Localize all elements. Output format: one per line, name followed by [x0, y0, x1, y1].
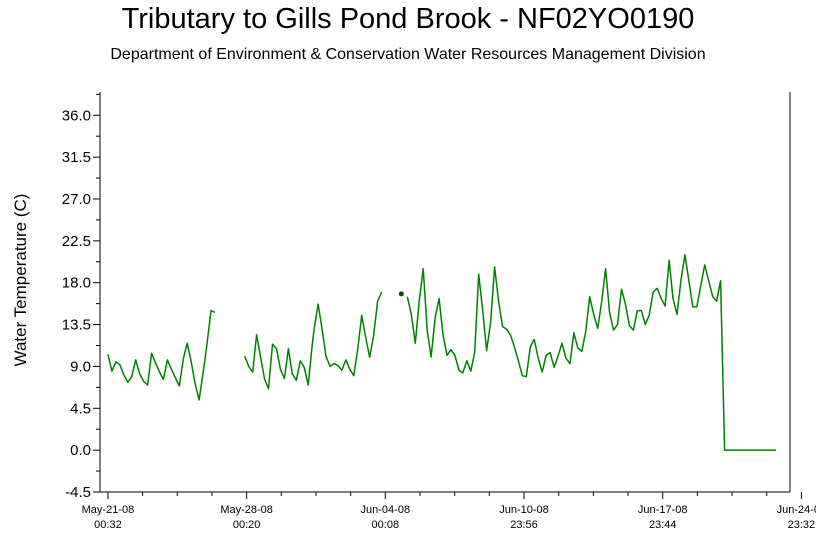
series-line-segment	[107, 309, 216, 401]
plot-area	[107, 254, 777, 451]
x-tick-label-time: 23:56	[510, 519, 538, 531]
y-tick-label: -4.5	[65, 484, 91, 501]
y-tick-label: 13.5	[62, 317, 91, 334]
y-tick-label: 0.0	[70, 442, 91, 459]
x-tick-label-time: 23:32	[788, 519, 816, 531]
chart-subtitle: Department of Environment & Conservation…	[110, 46, 706, 63]
x-tick-label-time: 23:44	[649, 519, 677, 531]
y-axis-label: Water Temperature (C)	[11, 194, 30, 367]
x-tick-label-time: 00:20	[233, 519, 261, 531]
x-tick-label-date: Jun-17-08	[638, 504, 688, 516]
x-tick-label-date: Jun-04-08	[361, 504, 411, 516]
chart-axes: 36.0 31.5 27.0 22.5 18.0 13.5 9.0 4.5 0.0 -4.5 May…	[62, 92, 816, 531]
y-tick-label: 31.5	[62, 149, 91, 166]
series-line-segment	[244, 291, 383, 390]
x-tick-label-date: Jun-10-08	[499, 504, 549, 516]
data-point	[398, 291, 404, 297]
y-tick-label: 36.0	[62, 107, 91, 124]
y-tick-label: 18.0	[62, 275, 91, 292]
y-tick-label: 22.5	[62, 233, 91, 250]
series-line-segment	[406, 254, 777, 451]
y-tick-label: 9.0	[70, 358, 91, 375]
chart-title: Tributary to Gills Pond Brook - NF02YO01…	[121, 3, 695, 35]
x-tick-label-date: Jun-24-08	[777, 504, 816, 516]
x-tick-label-time: 00:08	[372, 519, 400, 531]
y-tick-label: 4.5	[70, 400, 91, 417]
x-tick-label-date: May-21-08	[82, 504, 135, 516]
x-tick-label-date: May-28-08	[220, 504, 273, 516]
y-tick-label: 27.0	[62, 191, 91, 208]
x-tick-label-time: 00:32	[94, 519, 122, 531]
